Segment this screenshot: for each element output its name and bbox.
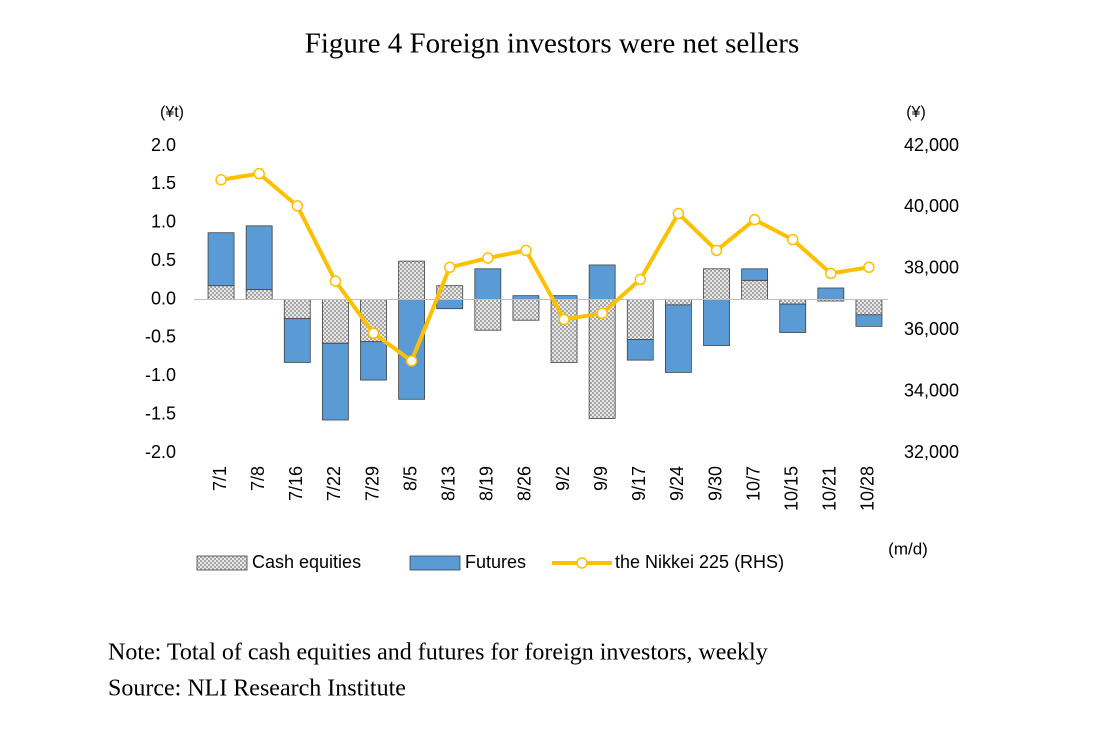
line-marker [596,307,608,320]
bar [360,341,387,381]
bar [741,279,769,300]
x-tick-label: 9/30 [705,466,725,501]
line-marker [634,273,647,286]
line [220,171,870,363]
line-marker [405,355,418,367]
x-tick-label: 10/7 [743,466,763,501]
y-tick-label: 1.5 [151,173,176,193]
x-tick-label: 9/24 [667,466,687,501]
x-tick-label: 8/13 [438,466,458,501]
bar [664,304,692,373]
y-tick-label: 0.0 [151,288,176,308]
bar [245,225,273,290]
y-tick-label: 2.0 [151,135,176,155]
line-marker [329,275,342,287]
source: Source: NLI Research Institute [108,676,406,702]
line-marker [672,207,685,220]
y-unit: (¥t) [160,104,184,121]
bar [321,299,349,344]
bar [855,314,883,327]
bar [207,285,235,300]
bar [588,299,616,419]
x-tick-label: 7/29 [362,466,382,501]
y-tick-label: 1.0 [151,212,176,232]
x-tick-label: 7/8 [248,466,268,491]
x-tick-label: 9/2 [553,466,573,491]
legend-swatch [409,555,461,571]
bar [779,299,807,305]
bar [741,268,769,281]
note: Note: Total of cash equities and futures… [108,640,768,666]
line-marker [443,261,456,274]
bar [550,299,578,363]
line-marker [786,233,799,246]
bar [474,299,502,331]
x-tick-label: 10/21 [820,466,840,511]
x-tick-label: 8/5 [400,466,420,491]
bar [779,303,807,333]
line-marker [367,327,380,340]
bar [283,299,311,320]
line-marker [520,244,532,257]
line-marker [253,167,265,180]
y2-unit: (¥) [906,104,926,121]
line-marker [215,174,227,186]
bar [398,260,426,300]
bar [855,299,883,316]
line-marker [748,213,761,226]
line-marker [825,267,837,280]
x-tick-label: 7/1 [210,466,230,491]
bar [436,299,464,310]
x-tick-label: 10/28 [858,466,878,511]
x-tick-label: 10/15 [781,466,801,511]
bar [664,299,692,306]
line-marker [482,252,494,264]
bar [703,268,730,300]
bar [817,287,845,300]
bar [588,264,616,300]
line-marker [863,261,875,274]
line-marker [558,313,570,326]
y2-tick-label: 34,000 [904,380,959,400]
bar [321,342,349,421]
bar [512,295,540,300]
bar [474,268,502,300]
line-marker [291,200,304,212]
x-tick-label: 7/22 [324,466,344,501]
x-tick-label: 8/26 [515,466,535,501]
y-tick-label: -0.5 [145,327,176,347]
bar [283,318,311,363]
bar [512,299,540,321]
bar [245,289,273,300]
legend-marker [576,557,588,569]
legend-label: Cash equities [252,552,361,572]
line-marker [710,244,723,257]
y-tick-label: -2.0 [145,442,176,462]
y2-tick-label: 40,000 [904,196,959,216]
bar [207,232,235,287]
x-tick-label: 8/19 [477,466,497,501]
x-unit: (m/d) [888,539,928,558]
y-tick-label: 0.5 [151,250,176,270]
y-tick-label: -1.5 [145,403,176,423]
y2-tick-label: 42,000 [904,135,959,155]
legend-label: the Nikkei 225 (RHS) [615,552,784,572]
y-tick-label: -1.0 [145,365,176,385]
legend-swatch [196,555,248,571]
y2-tick-label: 38,000 [904,258,959,278]
x-tick-label: 9/17 [629,466,649,501]
x-tick-label: 9/9 [591,466,611,491]
bar [626,339,654,361]
chart-title: Figure 4 Foreign investors were net sell… [305,28,800,60]
x-tick-label: 7/16 [286,466,306,501]
y2-tick-label: 32,000 [904,442,959,462]
bar [626,299,654,340]
legend-label: Futures [465,552,526,572]
bar [398,299,426,400]
bar [703,299,730,346]
y2-tick-label: 36,000 [904,319,959,339]
